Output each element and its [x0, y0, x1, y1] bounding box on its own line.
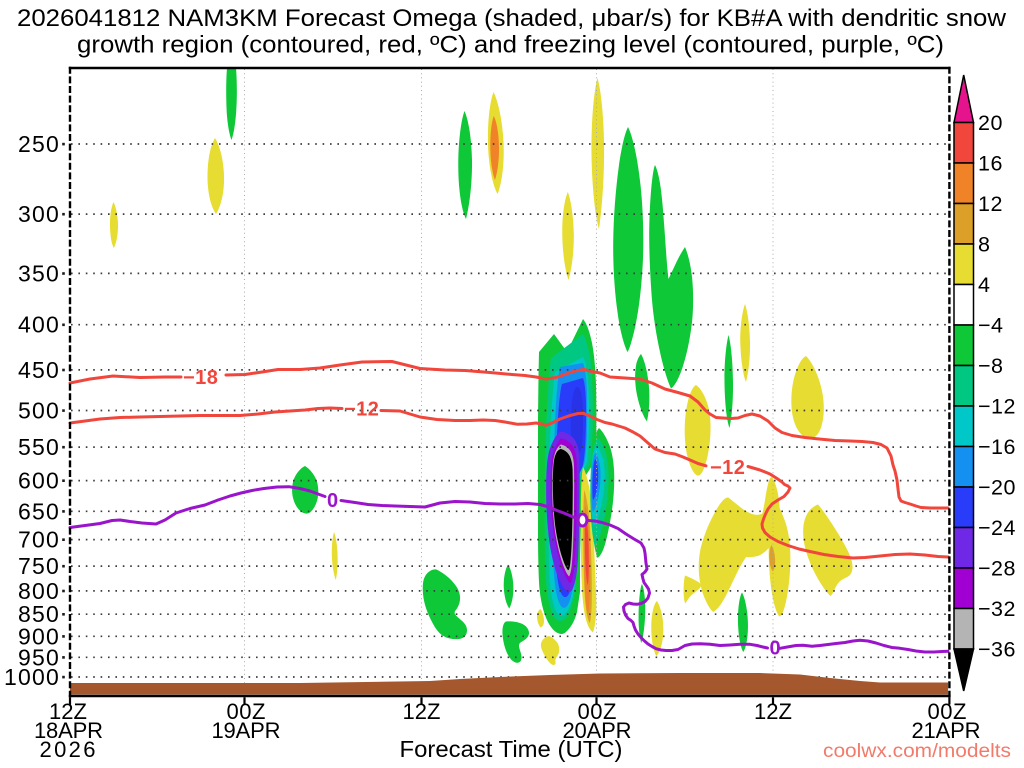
svg-text:550: 550 — [18, 434, 60, 460]
svg-text:Forecast Time (UTC): Forecast Time (UTC) — [400, 736, 623, 762]
svg-text:12Z: 12Z — [49, 699, 87, 724]
svg-text:900: 900 — [18, 623, 60, 649]
svg-text:18APR: 18APR — [34, 718, 103, 743]
svg-text:−18: −18 — [183, 367, 218, 389]
svg-text:850: 850 — [18, 601, 60, 627]
svg-text:20APR: 20APR — [563, 718, 632, 743]
svg-text:4: 4 — [978, 273, 990, 297]
svg-text:20: 20 — [978, 111, 1003, 135]
svg-text:−24: −24 — [978, 516, 1016, 540]
svg-text:950: 950 — [18, 644, 60, 670]
svg-text:300: 300 — [18, 201, 60, 227]
svg-text:−20: −20 — [978, 476, 1016, 500]
svg-text:600: 600 — [18, 468, 60, 494]
svg-text:12: 12 — [978, 192, 1003, 216]
svg-text:500: 500 — [18, 398, 60, 424]
svg-text:400: 400 — [18, 312, 60, 338]
svg-text:−36: −36 — [978, 638, 1016, 662]
svg-text:−28: −28 — [978, 557, 1016, 581]
svg-text:12Z: 12Z — [403, 699, 441, 724]
svg-text:16: 16 — [978, 152, 1003, 176]
svg-text:−12: −12 — [344, 399, 379, 421]
svg-text:−8: −8 — [978, 354, 1004, 378]
svg-text:8: 8 — [978, 233, 990, 257]
svg-text:growth region (contoured, red,: growth region (contoured, red, ºC) and f… — [77, 32, 944, 59]
svg-text:−32: −32 — [978, 597, 1016, 621]
svg-text:750: 750 — [18, 553, 60, 579]
svg-text:800: 800 — [18, 578, 60, 604]
svg-text:coolwx.com/modelts: coolwx.com/modelts — [823, 740, 1011, 762]
svg-text:450: 450 — [18, 357, 60, 383]
svg-text:21APR: 21APR — [912, 718, 981, 743]
svg-text:00Z: 00Z — [928, 699, 967, 724]
svg-text:0: 0 — [327, 490, 338, 512]
svg-text:350: 350 — [18, 260, 60, 286]
svg-text:00Z: 00Z — [227, 699, 266, 724]
svg-text:−12: −12 — [978, 395, 1016, 419]
svg-text:700: 700 — [18, 527, 60, 553]
svg-text:650: 650 — [18, 498, 60, 524]
svg-text:19APR: 19APR — [212, 718, 281, 743]
svg-text:2026041812 NAM3KM Forecast Ome: 2026041812 NAM3KM Forecast Omega (shaded… — [17, 5, 1006, 32]
svg-text:00Z: 00Z — [578, 699, 617, 724]
svg-text:1000: 1000 — [4, 664, 60, 690]
svg-text:250: 250 — [18, 131, 60, 157]
svg-text:−12: −12 — [710, 457, 745, 479]
svg-text:−4: −4 — [978, 314, 1004, 338]
svg-text:12Z: 12Z — [754, 699, 792, 724]
svg-text:0: 0 — [770, 638, 781, 660]
svg-text:−16: −16 — [978, 435, 1016, 459]
